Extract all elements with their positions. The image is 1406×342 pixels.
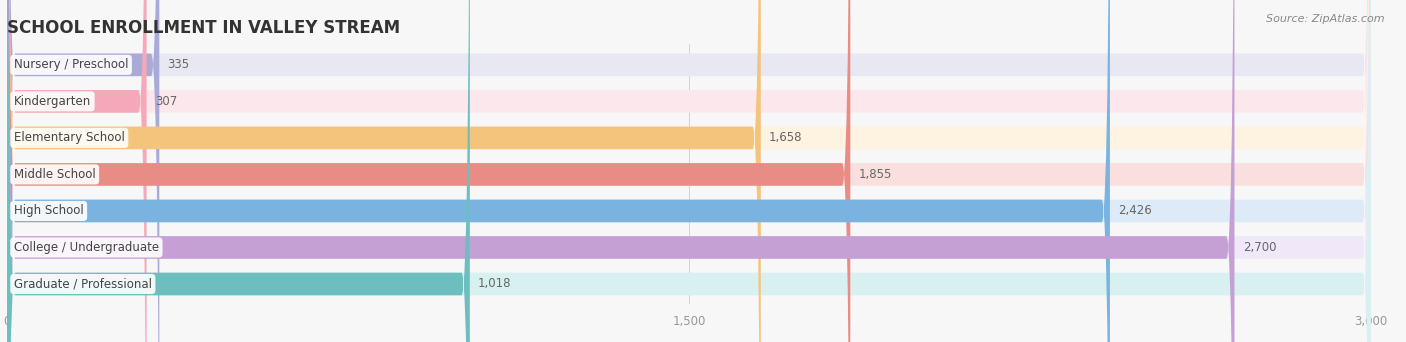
Text: Middle School: Middle School (14, 168, 96, 181)
FancyBboxPatch shape (7, 0, 1371, 342)
Text: 2,700: 2,700 (1243, 241, 1277, 254)
FancyBboxPatch shape (7, 0, 1234, 342)
FancyBboxPatch shape (7, 0, 470, 342)
FancyBboxPatch shape (7, 0, 1371, 342)
Text: 335: 335 (167, 58, 190, 71)
FancyBboxPatch shape (7, 0, 1109, 342)
Text: Nursery / Preschool: Nursery / Preschool (14, 58, 128, 71)
FancyBboxPatch shape (7, 0, 159, 342)
Text: Elementary School: Elementary School (14, 131, 125, 144)
FancyBboxPatch shape (7, 0, 1371, 342)
Text: Source: ZipAtlas.com: Source: ZipAtlas.com (1267, 14, 1385, 24)
FancyBboxPatch shape (7, 0, 1371, 342)
Text: 1,658: 1,658 (769, 131, 803, 144)
Text: 1,018: 1,018 (478, 277, 512, 290)
Text: 307: 307 (155, 95, 177, 108)
FancyBboxPatch shape (7, 0, 146, 342)
FancyBboxPatch shape (7, 0, 1371, 342)
Text: SCHOOL ENROLLMENT IN VALLEY STREAM: SCHOOL ENROLLMENT IN VALLEY STREAM (7, 19, 401, 37)
FancyBboxPatch shape (7, 0, 1371, 342)
Text: 1,855: 1,855 (859, 168, 891, 181)
Text: Kindergarten: Kindergarten (14, 95, 91, 108)
FancyBboxPatch shape (7, 0, 761, 342)
FancyBboxPatch shape (7, 0, 851, 342)
Text: 2,426: 2,426 (1118, 205, 1152, 218)
Text: College / Undergraduate: College / Undergraduate (14, 241, 159, 254)
FancyBboxPatch shape (7, 0, 1371, 342)
Text: High School: High School (14, 205, 83, 218)
Text: Graduate / Professional: Graduate / Professional (14, 277, 152, 290)
